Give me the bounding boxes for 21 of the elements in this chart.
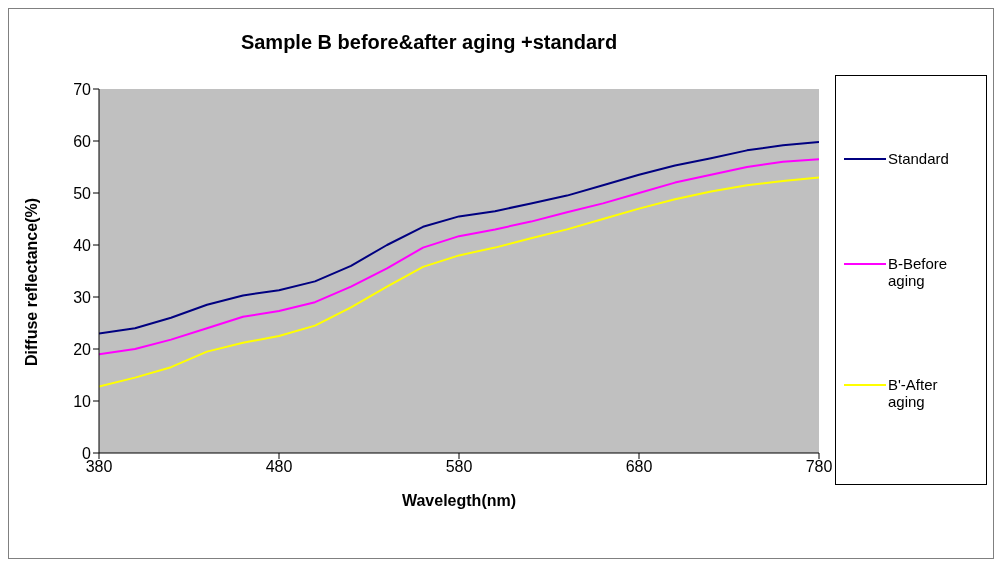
line-series — [99, 141, 819, 335]
y-tick-label: 20 — [73, 340, 92, 358]
x-axis-title: Wavelegth(nm) — [401, 492, 517, 509]
x-tick-label: 480 — [265, 458, 293, 476]
y-tick-label: 30 — [73, 288, 92, 306]
line-series — [99, 158, 819, 356]
legend-label: B'-After aging — [888, 376, 939, 411]
x-tick-label: 780 — [805, 458, 833, 476]
chart-title: Sample B before&after aging +standard — [239, 31, 619, 54]
legend-label: Standard — [888, 149, 950, 167]
x-tick-label: 380 — [85, 458, 113, 476]
line-series — [99, 176, 819, 388]
y-tick-label: 70 — [73, 80, 92, 98]
x-tick-label: 680 — [625, 458, 653, 476]
y-tick-label: 60 — [73, 132, 92, 150]
y-axis-title: Diffuse reflectance(%) — [22, 197, 40, 366]
x-tick-label: 580 — [445, 458, 473, 476]
legend-label: B-Before aging — [888, 254, 949, 289]
y-tick-label: 40 — [73, 236, 92, 254]
y-tick-label: 10 — [73, 392, 92, 410]
y-tick-label: 50 — [73, 184, 92, 202]
